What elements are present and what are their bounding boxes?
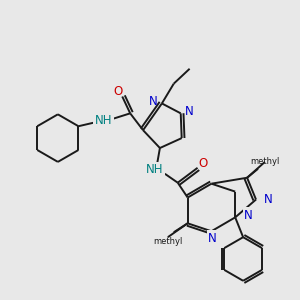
- Text: N: N: [244, 209, 253, 222]
- Text: O: O: [114, 85, 123, 98]
- Text: methyl: methyl: [250, 158, 280, 166]
- Text: N: N: [208, 232, 217, 245]
- Text: NH: NH: [95, 114, 112, 127]
- Text: N: N: [149, 95, 158, 108]
- Text: methyl: methyl: [153, 237, 182, 246]
- Text: N: N: [185, 105, 194, 118]
- Text: O: O: [198, 158, 207, 170]
- Text: NH: NH: [146, 163, 164, 176]
- Text: N: N: [264, 193, 273, 206]
